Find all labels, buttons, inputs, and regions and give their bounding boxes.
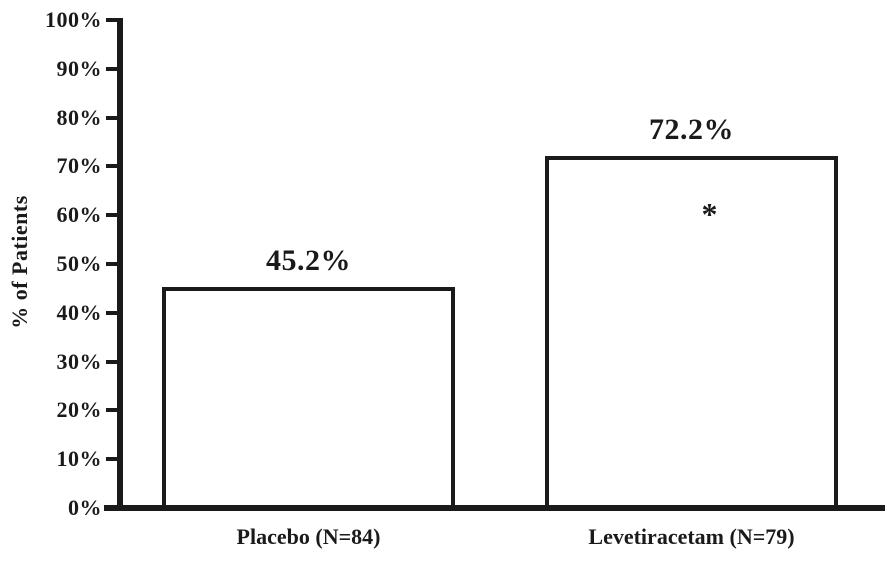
- x-axis-label-placebo: Placebo (N=84): [236, 524, 381, 549]
- y-tick: [106, 310, 119, 315]
- bar-placebo: [162, 287, 455, 509]
- y-tick-label: 20%: [56, 397, 102, 423]
- y-tick-label: 0%: [68, 495, 102, 520]
- y-tick: [106, 408, 119, 413]
- y-tick: [106, 115, 119, 120]
- y-tick: [106, 359, 119, 364]
- y-tick-label: 80%: [56, 104, 102, 130]
- y-tick: [106, 164, 119, 169]
- y-tick: [106, 66, 119, 71]
- y-tick: [106, 18, 119, 22]
- y-axis-line: [117, 18, 123, 511]
- significance-asterisk: *: [701, 195, 718, 232]
- y-tick-label: 30%: [56, 348, 102, 374]
- y-tick-label: 10%: [56, 446, 102, 472]
- y-tick: [106, 213, 119, 218]
- y-tick: [106, 457, 119, 462]
- bar-levetiracetam: *: [545, 155, 838, 509]
- x-axis-label-levetiracetam: Levetiracetam (N=79): [588, 524, 795, 549]
- y-tick-label: 90%: [56, 55, 102, 81]
- y-tick-label: 70%: [56, 153, 102, 179]
- bar-value-label-levetiracetam: 72.2%: [649, 112, 734, 146]
- x-axis-line: [104, 505, 885, 511]
- bar-value-label-placebo: 45.2%: [266, 244, 351, 278]
- y-tick-label: 40%: [56, 299, 102, 325]
- y-tick: [106, 262, 119, 266]
- y-tick: [106, 506, 119, 510]
- y-tick-label: 100%: [45, 7, 102, 32]
- y-tick-label: 60%: [56, 202, 102, 228]
- y-tick-label: 50%: [56, 251, 102, 276]
